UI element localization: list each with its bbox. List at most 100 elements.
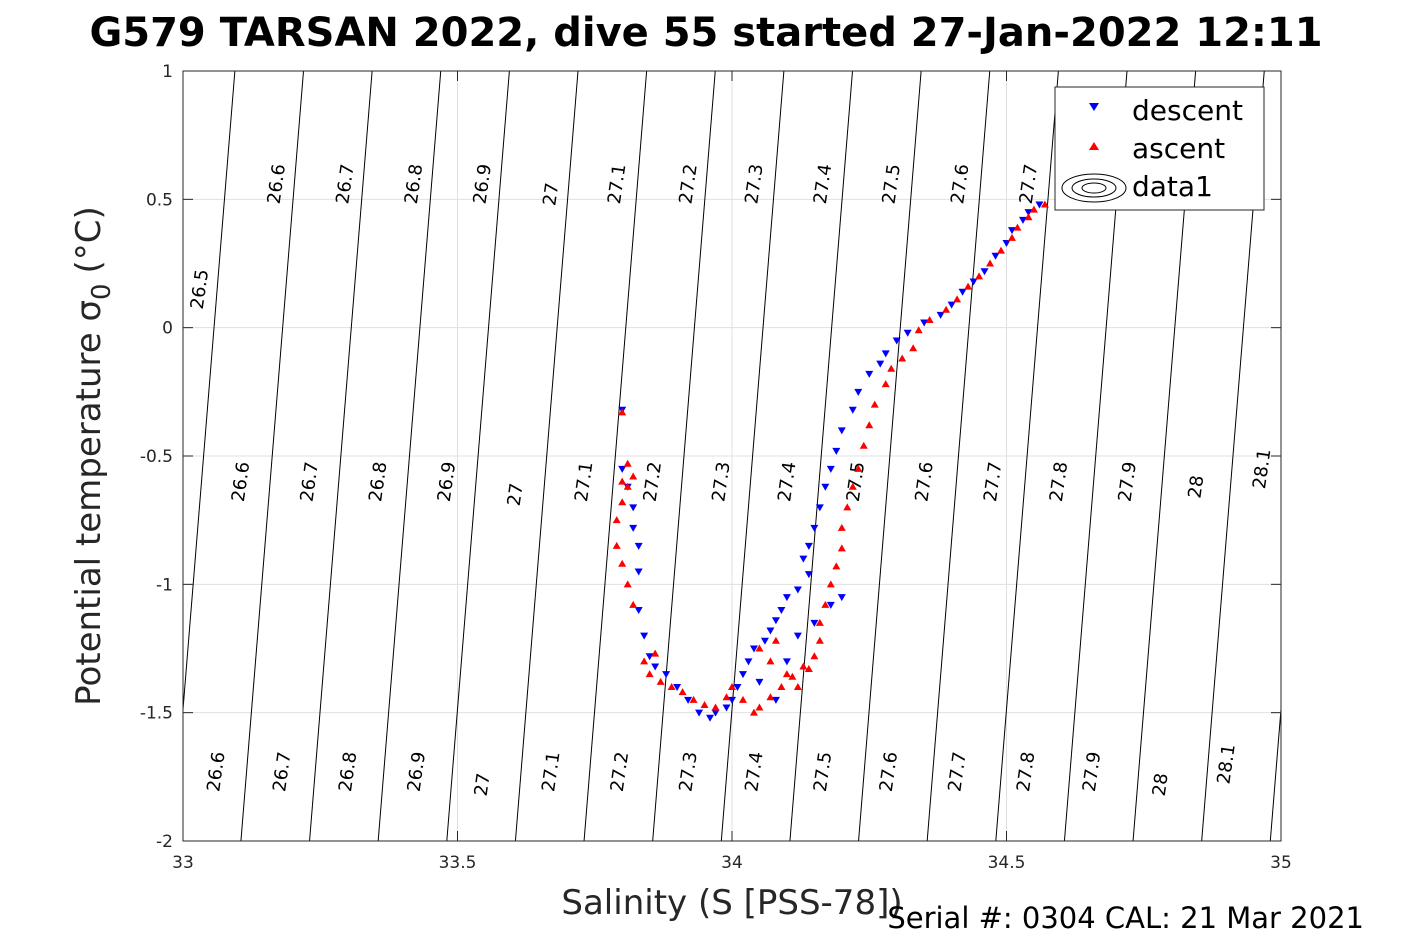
descent-point bbox=[777, 607, 786, 614]
descent-point bbox=[881, 350, 890, 358]
descent-point bbox=[837, 594, 846, 602]
descent-point bbox=[1002, 239, 1011, 247]
ascent-point bbox=[1040, 200, 1049, 208]
isopycnal-line bbox=[720, 71, 785, 841]
legend-item-descent: descent bbox=[1089, 94, 1243, 127]
y-tick-label: -1 bbox=[156, 575, 173, 595]
ascent-point bbox=[749, 708, 758, 716]
ascent-point bbox=[656, 677, 665, 685]
descent-point bbox=[645, 653, 654, 661]
descent-point bbox=[799, 555, 808, 563]
descent-point bbox=[1024, 209, 1033, 217]
descent-point bbox=[804, 542, 813, 550]
ascent-point bbox=[618, 498, 627, 506]
y-axis-label-main: Potential temperature σ bbox=[69, 300, 109, 706]
ascent-point bbox=[837, 523, 846, 531]
ascent-point bbox=[755, 703, 764, 711]
descent-point bbox=[782, 594, 791, 602]
descent-point bbox=[1035, 201, 1044, 209]
ascent-point bbox=[689, 695, 698, 703]
ascent-point bbox=[755, 644, 764, 652]
descent-point bbox=[1018, 216, 1027, 224]
descent-point bbox=[744, 658, 753, 666]
descent-point bbox=[629, 524, 638, 532]
ascent-point bbox=[826, 580, 835, 588]
y-tick-label: 0 bbox=[162, 319, 173, 339]
descent-marker-icon bbox=[1089, 103, 1099, 111]
ascent-point bbox=[766, 693, 775, 701]
y-tick-label: -2 bbox=[156, 832, 173, 852]
ascent-point bbox=[898, 354, 907, 362]
ascent-point bbox=[623, 459, 632, 467]
ascent-point bbox=[771, 636, 780, 644]
ascent-point bbox=[815, 636, 824, 644]
descent-point bbox=[634, 542, 643, 550]
ascent-point bbox=[738, 695, 747, 703]
descent-point bbox=[755, 678, 764, 686]
chart-title: G579 TARSAN 2022, dive 55 started 27-Jan… bbox=[89, 10, 1322, 56]
contour-labels: 26.526.6 26.7 26.8 26.9 27 27.1 27.2 27.3 27.4 27… bbox=[187, 163, 1276, 798]
serial-cal-footer: Serial #: 0304 CAL: 21 Mar 2021 bbox=[887, 901, 1364, 935]
descent-point bbox=[651, 663, 660, 671]
descent-point bbox=[733, 684, 742, 691]
isopycnal-line bbox=[583, 71, 648, 841]
legend-label-descent: descent bbox=[1132, 94, 1243, 127]
ascent-point bbox=[799, 662, 808, 670]
y-tick-label: 0.5 bbox=[146, 190, 173, 210]
x-tick-label: 34 bbox=[721, 853, 743, 873]
isopycnal-line bbox=[446, 71, 510, 841]
descent-point bbox=[722, 704, 731, 712]
density-contours bbox=[183, 71, 1281, 841]
ascent-point bbox=[782, 670, 791, 678]
ascent-point bbox=[986, 259, 995, 267]
descent-point bbox=[629, 504, 638, 512]
ascent-point bbox=[700, 700, 709, 708]
descent-point bbox=[832, 447, 841, 455]
ascent-marker-icon bbox=[1089, 142, 1099, 150]
ascent-point bbox=[728, 683, 736, 690]
ascent-point bbox=[832, 562, 841, 570]
descent-point bbox=[903, 329, 912, 337]
data-points bbox=[612, 200, 1049, 722]
y-tick-label: 1 bbox=[162, 62, 173, 82]
descent-point bbox=[673, 684, 682, 691]
descent-point bbox=[826, 601, 835, 609]
y-axis-label-unit: (°C) bbox=[69, 206, 109, 273]
descent-point bbox=[634, 607, 643, 614]
isopycnal-line bbox=[514, 71, 579, 841]
contour-marker-icon bbox=[1061, 173, 1127, 203]
ascent-point bbox=[1007, 233, 1016, 241]
descent-point bbox=[749, 645, 758, 653]
ascent-point bbox=[640, 657, 649, 665]
descent-point bbox=[821, 483, 830, 491]
descent-point bbox=[771, 617, 780, 625]
descent-point bbox=[793, 586, 802, 594]
descent-point bbox=[728, 696, 736, 704]
descent-point bbox=[782, 658, 791, 666]
ascent-point bbox=[678, 688, 687, 696]
descent-point bbox=[1007, 227, 1016, 235]
descent-point bbox=[815, 504, 824, 512]
descent-point bbox=[892, 337, 901, 345]
ascent-point bbox=[618, 408, 627, 416]
y-axis-label-sub: 0 bbox=[87, 283, 117, 300]
descent-point bbox=[810, 524, 819, 532]
descent-point bbox=[991, 252, 1000, 260]
ascent-point bbox=[942, 305, 951, 313]
ascent-point bbox=[854, 464, 863, 472]
descent-point bbox=[826, 465, 835, 473]
isopycnal-line bbox=[377, 71, 442, 841]
descent-point bbox=[640, 632, 649, 640]
ascent-point bbox=[843, 503, 852, 511]
ascent-point bbox=[997, 246, 1006, 254]
ascent-point bbox=[667, 683, 676, 690]
ascent-point bbox=[651, 649, 660, 657]
descent-point bbox=[695, 709, 704, 717]
isopycnal-line bbox=[858, 71, 922, 841]
ascent-point bbox=[848, 482, 857, 490]
x-tick-label: 33 bbox=[172, 853, 194, 873]
ascent-point bbox=[793, 683, 802, 690]
ascent-point bbox=[804, 665, 813, 673]
ascent-point bbox=[623, 482, 632, 490]
